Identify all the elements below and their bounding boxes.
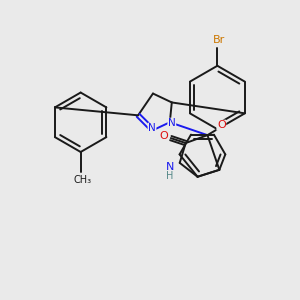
Text: H: H [166, 171, 173, 181]
Text: CH₃: CH₃ [74, 175, 92, 185]
Text: O: O [217, 120, 226, 130]
Text: Br: Br [213, 35, 226, 45]
Text: N: N [148, 123, 156, 133]
Text: N: N [166, 162, 174, 172]
Text: N: N [168, 118, 176, 128]
Text: O: O [160, 131, 168, 141]
